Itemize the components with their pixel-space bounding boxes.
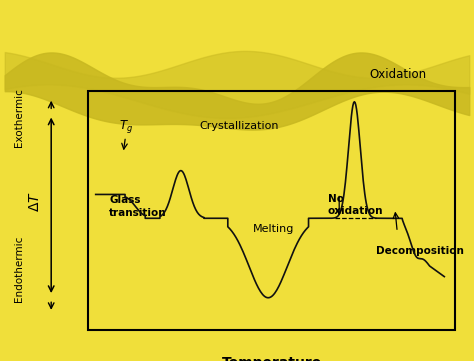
Text: $\Delta T$: $\Delta T$ <box>28 191 42 212</box>
Text: Glass
transition: Glass transition <box>109 195 167 218</box>
Text: $T_g$: $T_g$ <box>118 118 133 135</box>
Text: No
oxidation: No oxidation <box>328 193 383 216</box>
Text: Melting: Melting <box>253 224 295 234</box>
Text: Crystallization: Crystallization <box>200 121 279 131</box>
Text: Temperature: Temperature <box>222 356 322 361</box>
Text: Endothermic: Endothermic <box>14 236 24 302</box>
Text: Exothermic: Exothermic <box>14 88 24 147</box>
Text: Decomposition: Decomposition <box>376 245 464 256</box>
Text: Oxidation: Oxidation <box>369 68 427 81</box>
